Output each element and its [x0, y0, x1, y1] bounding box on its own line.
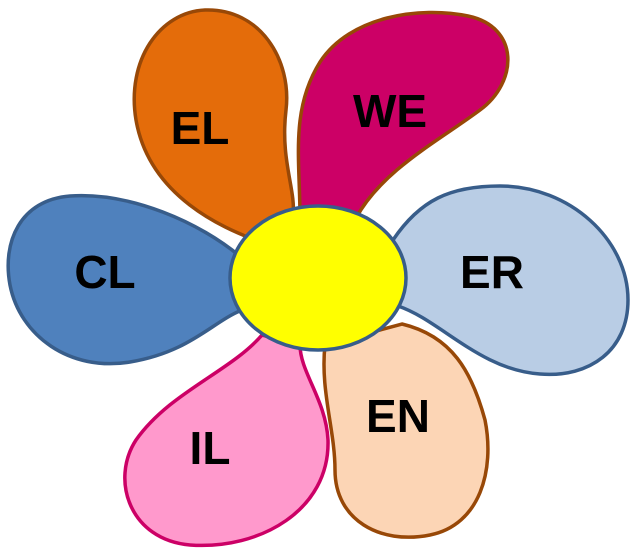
flower-center [228, 204, 408, 352]
petal-label: IL [190, 422, 231, 474]
petal-shape [322, 322, 490, 539]
petal-en: EN [322, 322, 490, 539]
petal-label: WE [353, 85, 427, 137]
petal-el: EL [132, 8, 296, 242]
petal-label: EL [171, 102, 230, 154]
petal-shape [132, 8, 296, 242]
petal-label: ER [460, 246, 524, 298]
petal-il: IL [123, 333, 330, 548]
petal-shape [6, 193, 244, 366]
petal-we: WE [296, 10, 510, 220]
petal-er: ER [391, 184, 630, 377]
petal-shape [123, 333, 330, 548]
petal-cl: CL [6, 193, 244, 366]
petal-label: CL [74, 246, 135, 298]
petal-shape [296, 10, 510, 220]
petal-label: EN [366, 390, 430, 442]
petal-shape [391, 184, 630, 377]
